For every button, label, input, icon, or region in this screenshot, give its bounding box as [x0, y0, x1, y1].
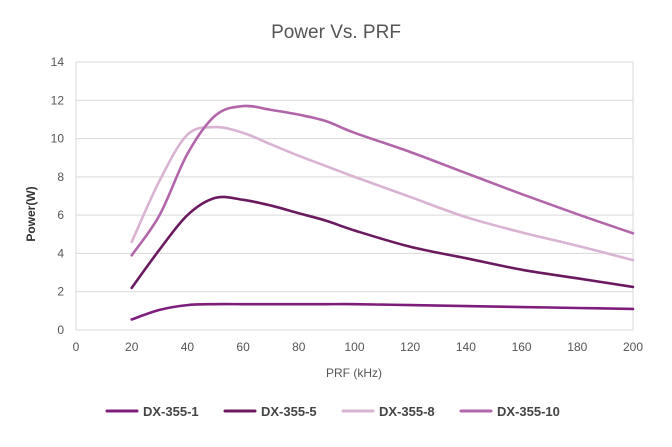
legend-label: DX-355-5 — [261, 404, 317, 419]
legend-entry: DX-355-5 — [223, 404, 317, 419]
series-line-dx-355-5 — [130, 195, 635, 290]
series-line-dx-355-10 — [130, 104, 635, 257]
x-axis-label: PRF (kHz) — [326, 366, 382, 380]
x-tick-label: 140 — [456, 340, 476, 354]
x-tick-label: 80 — [292, 340, 306, 354]
x-axis: 0 20 40 60 80 100 120 140 160 180 200 — [73, 340, 644, 354]
grid — [75, 61, 634, 331]
x-tick-label: 200 — [623, 340, 643, 354]
series-lines — [130, 104, 635, 321]
legend-label: DX-355-8 — [379, 404, 435, 419]
y-axis: 0 2 4 6 8 10 12 14 — [51, 55, 65, 337]
x-tick-label: 160 — [512, 340, 532, 354]
series-line-dx-355-8 — [130, 125, 635, 262]
x-tick-label: 0 — [73, 340, 80, 354]
x-tick-label: 120 — [400, 340, 420, 354]
y-tick-label: 8 — [57, 170, 64, 184]
x-tick-label: 40 — [181, 340, 195, 354]
y-tick-label: 14 — [51, 55, 65, 69]
x-tick-label: 60 — [236, 340, 250, 354]
x-tick-label: 180 — [567, 340, 587, 354]
y-tick-label: 10 — [51, 132, 65, 146]
legend-label: DX-355-10 — [497, 404, 560, 419]
x-tick-label: 20 — [125, 340, 139, 354]
legend: DX-355-1 DX-355-5 DX-355-8 DX-355-10 — [105, 404, 560, 419]
y-tick-label: 0 — [57, 323, 64, 337]
chart-title: Power Vs. PRF — [271, 22, 401, 43]
x-tick-label: 100 — [344, 340, 364, 354]
legend-label: DX-355-1 — [143, 404, 199, 419]
y-tick-label: 4 — [57, 246, 64, 260]
series-line-dx-355-1 — [130, 302, 635, 321]
y-tick-label: 2 — [57, 285, 64, 299]
legend-entry: DX-355-8 — [341, 404, 435, 419]
y-tick-label: 12 — [51, 93, 65, 107]
legend-entry: DX-355-10 — [459, 404, 560, 419]
y-axis-label: Power(W) — [24, 186, 38, 241]
y-tick-label: 6 — [57, 208, 64, 222]
legend-entry: DX-355-1 — [105, 404, 199, 419]
